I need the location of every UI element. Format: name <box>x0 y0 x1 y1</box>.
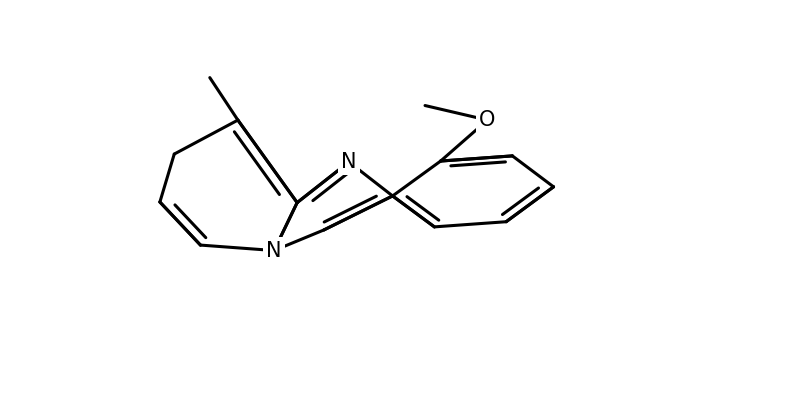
Text: N: N <box>341 152 357 172</box>
Text: N: N <box>266 241 282 260</box>
Text: O: O <box>479 110 496 130</box>
